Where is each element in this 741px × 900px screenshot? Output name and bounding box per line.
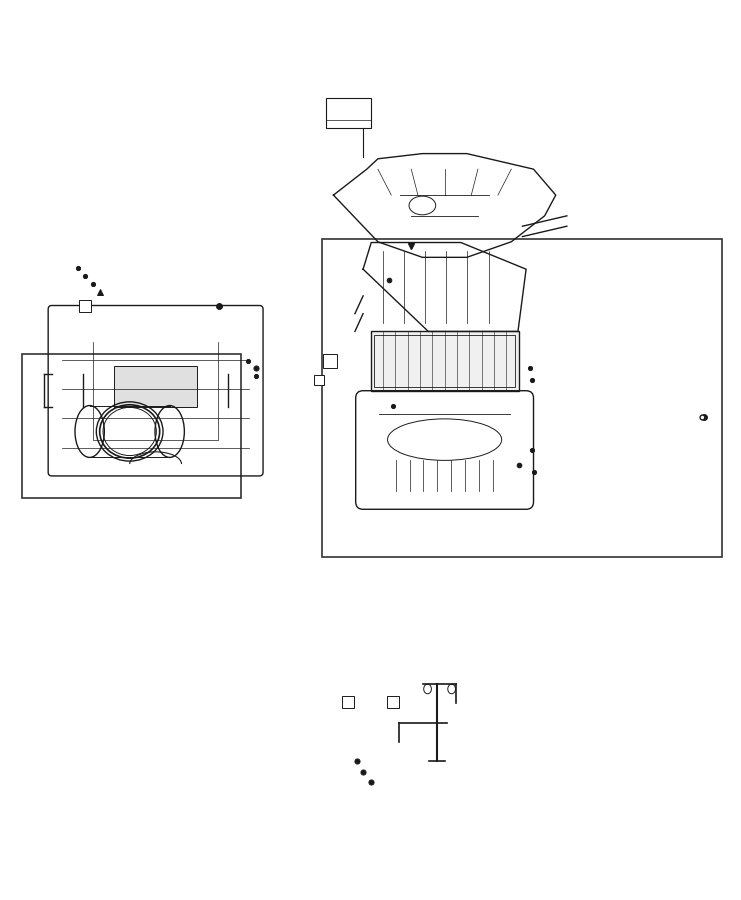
Ellipse shape bbox=[448, 684, 456, 694]
Bar bbox=[326, 98, 370, 128]
Bar bbox=[114, 366, 197, 407]
Bar bbox=[322, 238, 722, 557]
Bar bbox=[374, 335, 515, 387]
Bar bbox=[370, 331, 519, 391]
Ellipse shape bbox=[424, 684, 431, 694]
Bar bbox=[22, 354, 241, 499]
